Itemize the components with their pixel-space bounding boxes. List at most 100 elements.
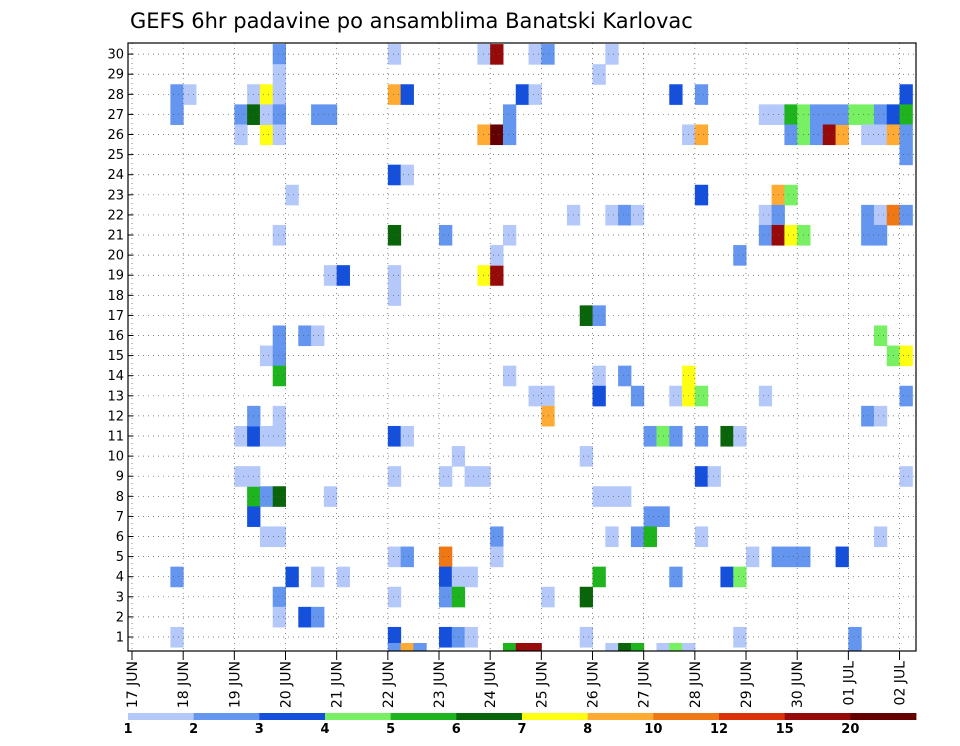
heat-cell [694,84,709,105]
heat-cell [387,626,402,648]
x-axis: 17 JUN 18 JUN 19 JUN 20 JUN 21 JUN 22 JUN 23 J… [125,651,909,708]
heat-cell [272,606,287,628]
x-tick-label: 01 JUL [841,661,857,706]
heat-cell [387,84,402,105]
heat-cell [579,305,594,326]
heat-cell [490,124,504,146]
heat-cell [669,385,683,407]
heat-cell [311,104,325,125]
heat-cell [298,606,312,628]
y-tick-label: 7 [116,510,124,525]
heat-cell [272,325,287,347]
heat-cell [899,204,913,226]
colorbar-swatch [128,713,195,720]
bottom-cell [618,643,632,651]
y-tick-label: 23 [107,188,124,203]
heat-cell [835,546,849,568]
colorbar-swatch [456,713,523,720]
x-tick-label: 19 JUN [227,661,243,708]
heat-cell [873,104,888,125]
x-tick-label: 24 JUN [483,661,499,708]
heat-cell [464,626,478,648]
colorbar-swatch [784,713,851,720]
heat-cell [861,124,875,146]
y-tick-label: 30 [107,48,124,63]
plot-frame [127,42,917,652]
heat-cell [490,44,504,65]
heat-cell [234,124,248,146]
heat-cell [502,224,517,246]
bottom-cell [528,643,542,651]
bottom-cell [656,643,670,651]
heat-cell [477,124,491,146]
y-tick-label: 5 [116,550,124,565]
x-tick-label: 18 JUN [176,661,192,708]
heat-cell [592,486,606,507]
colorbar-swatch [390,713,457,720]
y-tick-label: 21 [107,229,124,244]
heat-cell [733,245,747,266]
heat-cell [848,104,862,125]
heat-cell [694,425,709,447]
y-tick-label: 24 [107,168,124,183]
heat-cell [502,124,517,146]
heat-cell [618,486,632,507]
colorbar-swatch [193,713,260,720]
bottom-cell [848,643,862,651]
heat-cell [272,365,287,387]
heat-cell [643,425,657,447]
heat-cell [592,365,606,387]
x-tick-label: 27 JUN [637,661,653,708]
colorbar-swatch [522,713,589,720]
heat-cell [605,486,619,507]
y-tick-label: 14 [107,369,124,384]
heat-cell [298,325,312,347]
heat-cell [758,204,773,226]
heat-cell [259,526,274,548]
bottom-cell [400,643,414,651]
heat-cell [285,566,299,588]
heat-cell [439,586,453,608]
heat-cell [720,425,734,447]
y-tick-label: 3 [116,590,124,605]
colorbar-label: 15 [776,722,794,737]
heat-cell [899,84,913,105]
x-tick-label: 21 JUN [330,661,346,708]
heat-cell [669,425,683,447]
colorbar-label: 3 [255,722,264,737]
heat-cell [272,345,287,367]
heat-cell [720,566,734,588]
colorbar-label: 20 [841,722,859,737]
heat-cell [183,84,197,105]
heat-cell [439,224,453,246]
heat-cell [387,466,402,487]
heat-cell [400,546,414,568]
heat-cell [170,84,184,105]
heat-cell [387,425,402,447]
heat-cell [272,425,287,447]
heat-cell [541,44,555,65]
heat-cell [579,626,594,648]
heat-cell [170,626,184,648]
bottom-cell [502,643,517,651]
x-tick-label: 29 JUN [739,661,755,708]
heat-cell [387,44,402,65]
heat-cell [592,64,606,85]
heat-cell [387,164,402,186]
heat-cell [822,124,837,146]
heat-cell [809,104,824,125]
heat-cell [579,586,594,608]
heat-cell [899,124,913,146]
y-axis: 1234567891011121314151617181920212223242… [107,48,133,646]
heat-cell [400,425,414,447]
heat-cell [835,124,849,146]
heat-cell [528,385,542,407]
y-tick-label: 26 [107,128,124,143]
heat-cell [541,385,555,407]
heat-cell [784,546,798,568]
heat-cell [502,104,517,125]
heat-cell [809,124,824,146]
y-tick-label: 6 [116,530,124,545]
heat-cell [323,104,338,125]
